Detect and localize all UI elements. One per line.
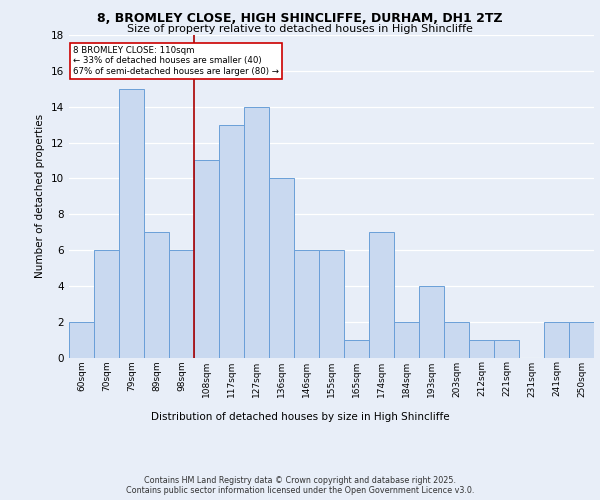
Bar bbox=[94, 250, 119, 358]
Bar bbox=[194, 160, 219, 358]
Text: 8, BROMLEY CLOSE, HIGH SHINCLIFFE, DURHAM, DH1 2TZ: 8, BROMLEY CLOSE, HIGH SHINCLIFFE, DURHA… bbox=[97, 12, 503, 26]
Bar bbox=[69, 322, 94, 358]
Bar bbox=[494, 340, 519, 357]
Bar bbox=[369, 232, 394, 358]
Bar bbox=[244, 106, 269, 358]
Bar bbox=[319, 250, 344, 358]
Text: Size of property relative to detached houses in High Shincliffe: Size of property relative to detached ho… bbox=[127, 24, 473, 34]
Bar bbox=[294, 250, 319, 358]
Bar bbox=[394, 322, 419, 358]
Bar bbox=[469, 340, 494, 357]
Bar bbox=[169, 250, 194, 358]
Bar bbox=[144, 232, 169, 358]
Bar bbox=[569, 322, 594, 358]
Text: Distribution of detached houses by size in High Shincliffe: Distribution of detached houses by size … bbox=[151, 412, 449, 422]
Bar bbox=[444, 322, 469, 358]
Bar bbox=[269, 178, 294, 358]
Text: Contains HM Land Registry data © Crown copyright and database right 2025.
Contai: Contains HM Land Registry data © Crown c… bbox=[126, 476, 474, 495]
Bar bbox=[119, 89, 144, 357]
Bar bbox=[344, 340, 369, 357]
Text: 8 BROMLEY CLOSE: 110sqm
← 33% of detached houses are smaller (40)
67% of semi-de: 8 BROMLEY CLOSE: 110sqm ← 33% of detache… bbox=[73, 46, 279, 76]
Bar bbox=[419, 286, 444, 358]
Y-axis label: Number of detached properties: Number of detached properties bbox=[35, 114, 46, 278]
Bar bbox=[219, 124, 244, 358]
Bar bbox=[544, 322, 569, 358]
